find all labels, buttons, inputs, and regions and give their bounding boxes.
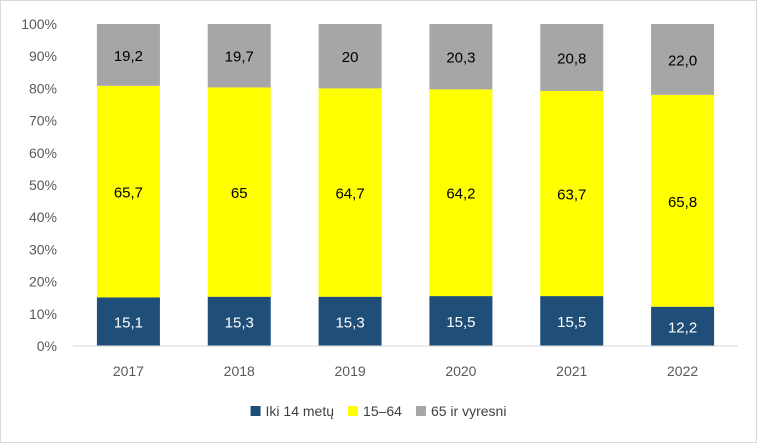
x-axis: 2017 2018 2019 2020 2021 2022 bbox=[113, 363, 699, 379]
legend-label: Iki 14 metų bbox=[266, 403, 335, 419]
data-label: 15,5 bbox=[446, 314, 475, 331]
data-label: 12,2 bbox=[668, 319, 697, 336]
y-tick-label: 50% bbox=[29, 177, 57, 193]
y-tick-label: 0% bbox=[37, 338, 57, 354]
data-label: 65,8 bbox=[668, 194, 697, 211]
bar-segment bbox=[429, 296, 493, 346]
x-tick-label: 2017 bbox=[113, 363, 144, 379]
bar-segment bbox=[651, 94, 715, 307]
bar-segment bbox=[207, 24, 271, 88]
data-label: 22,0 bbox=[668, 52, 697, 69]
y-tick-label: 100% bbox=[21, 16, 57, 32]
bar-segment bbox=[96, 24, 160, 86]
legend-swatch bbox=[348, 406, 359, 416]
data-label: 19,7 bbox=[225, 49, 254, 66]
bar-segment bbox=[207, 87, 271, 297]
bar-segment bbox=[540, 90, 604, 297]
bar-segment bbox=[96, 297, 160, 346]
bar-segment bbox=[429, 24, 493, 90]
bar-segment bbox=[318, 24, 382, 89]
bar-segment bbox=[651, 306, 715, 346]
y-tick-label: 70% bbox=[29, 113, 57, 129]
legend-swatch bbox=[415, 406, 426, 416]
legend-label: 65 ir vyresni bbox=[431, 403, 506, 419]
x-tick-label: 2018 bbox=[224, 363, 255, 379]
legend: Iki 14 metų 15–64 65 ir vyresni bbox=[250, 403, 506, 419]
y-tick-label: 20% bbox=[29, 274, 57, 290]
data-label: 64,2 bbox=[446, 186, 475, 203]
y-tick-label: 10% bbox=[29, 306, 57, 322]
data-label: 65,7 bbox=[114, 185, 143, 202]
bar-segment bbox=[540, 24, 604, 91]
bar-segment bbox=[207, 296, 271, 346]
bar-segment bbox=[96, 85, 160, 298]
data-label: 65 bbox=[231, 185, 248, 202]
y-tick-label: 80% bbox=[29, 80, 57, 96]
y-tick-label: 60% bbox=[29, 145, 57, 161]
x-tick-label: 2021 bbox=[556, 363, 587, 379]
y-axis: 0% 10% 20% 30% 40% 50% 60% 70% 80% 90% 100% bbox=[21, 16, 57, 354]
legend-swatch bbox=[250, 406, 261, 416]
bar-segment bbox=[651, 24, 715, 95]
data-label: 15,3 bbox=[225, 314, 254, 331]
bar-segment bbox=[540, 296, 604, 346]
data-label: 15,3 bbox=[335, 314, 364, 331]
bar-segment bbox=[318, 88, 382, 297]
x-tick-label: 2020 bbox=[445, 363, 476, 379]
data-label: 64,7 bbox=[335, 186, 364, 203]
bar-segment bbox=[318, 296, 382, 346]
data-label: 20,3 bbox=[446, 50, 475, 67]
bars: 15,1 65,7 19,2 15,3 65 19,7 15,3 64,7 20 15,5 64,2… bbox=[96, 24, 715, 346]
data-label: 20,8 bbox=[557, 50, 586, 67]
data-label: 63,7 bbox=[557, 187, 586, 204]
bar-segment bbox=[429, 89, 493, 297]
x-tick-label: 2022 bbox=[667, 363, 698, 379]
y-tick-label: 40% bbox=[29, 209, 57, 225]
legend-label: 15–64 bbox=[363, 403, 402, 419]
data-label: 20 bbox=[342, 49, 359, 66]
y-tick-label: 90% bbox=[29, 48, 57, 64]
x-tick-label: 2019 bbox=[335, 363, 366, 379]
data-label: 15,5 bbox=[557, 314, 586, 331]
data-label: 19,2 bbox=[114, 48, 143, 65]
y-tick-label: 30% bbox=[29, 241, 57, 257]
data-label: 15,1 bbox=[114, 315, 143, 332]
